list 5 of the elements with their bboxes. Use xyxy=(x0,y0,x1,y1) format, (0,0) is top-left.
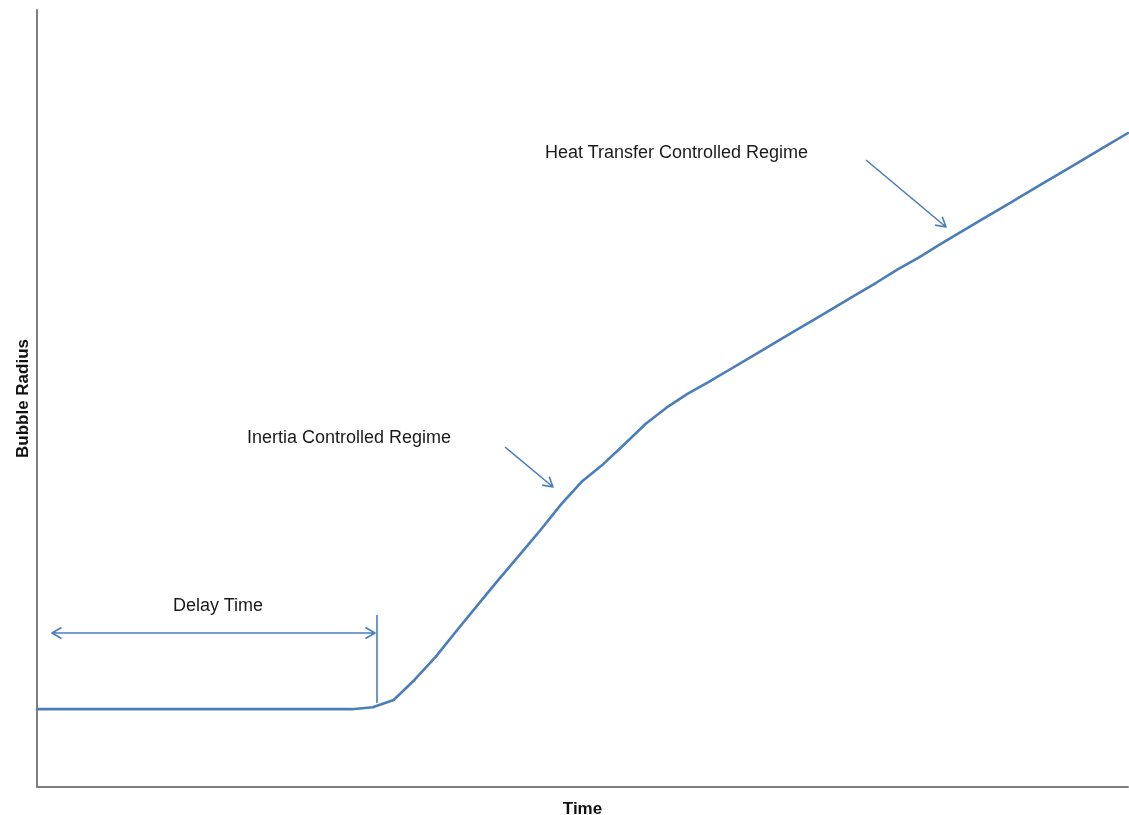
annotation: Delay Time xyxy=(173,595,264,615)
annotation: Inertia Controlled Regime xyxy=(247,427,452,447)
annotation: Heat Transfer Controlled Regime xyxy=(545,142,809,162)
y-axis-title: Bubble Radius xyxy=(13,338,32,459)
x-axis-title: Time xyxy=(562,798,603,815)
